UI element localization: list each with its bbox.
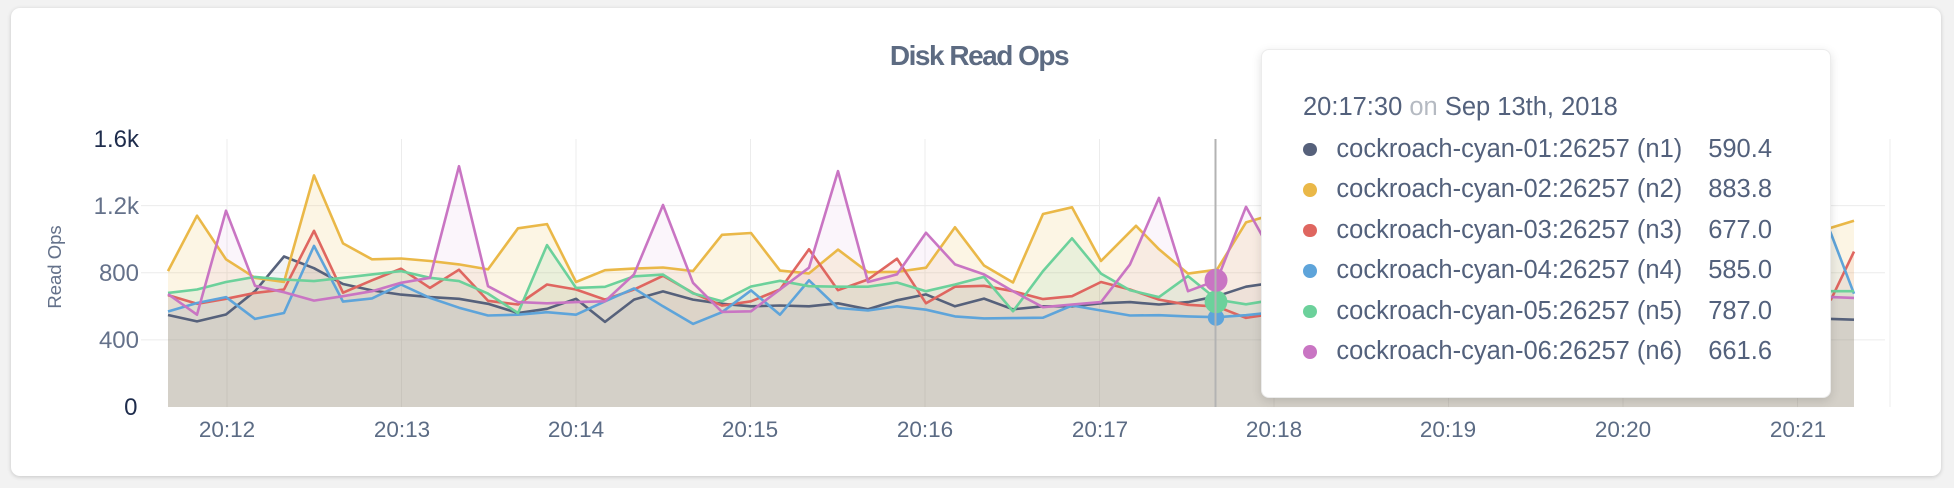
svg-text:20:19: 20:19 [1420, 417, 1476, 442]
svg-text:20:13: 20:13 [374, 417, 430, 442]
svg-text:1.2k: 1.2k [94, 193, 140, 220]
svg-text:400: 400 [99, 327, 139, 354]
svg-text:20:20: 20:20 [1595, 417, 1651, 442]
svg-text:20:17: 20:17 [1072, 417, 1128, 442]
svg-text:Read Ops: Read Ops [44, 225, 65, 308]
svg-text:20:21: 20:21 [1770, 417, 1826, 442]
svg-text:20:15: 20:15 [722, 417, 778, 442]
svg-text:20:16: 20:16 [897, 417, 953, 442]
svg-text:20:18: 20:18 [1246, 417, 1302, 442]
svg-text:1.6k: 1.6k [94, 126, 140, 153]
svg-text:800: 800 [99, 260, 139, 287]
svg-text:20:14: 20:14 [548, 417, 604, 442]
svg-text:0: 0 [124, 394, 137, 421]
svg-text:20:12: 20:12 [199, 417, 255, 442]
